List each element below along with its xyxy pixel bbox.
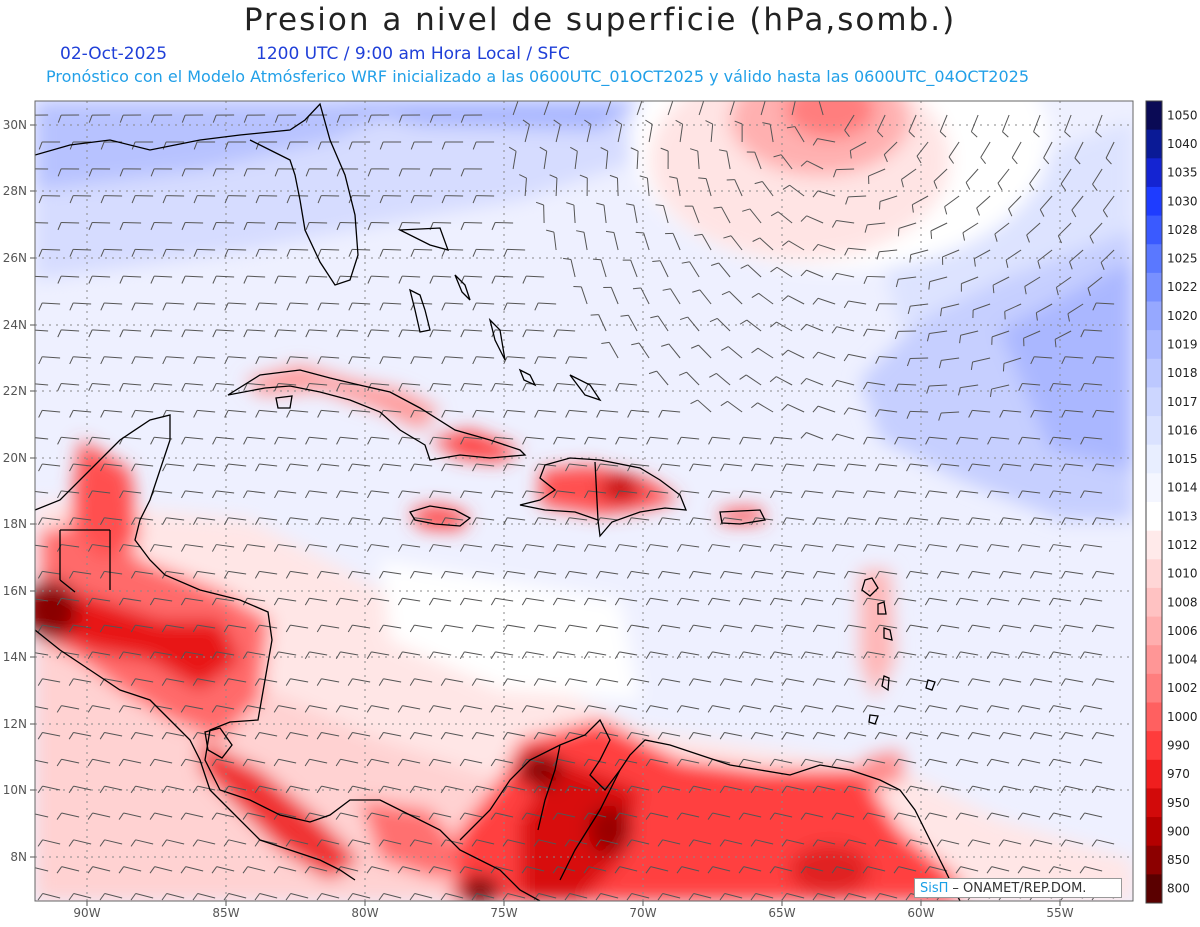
lat-label: 14N: [3, 650, 27, 664]
colorbar-label: 1015: [1167, 452, 1198, 466]
chart-title: Presion a nivel de superficie (hPa,somb.…: [243, 2, 957, 38]
lat-label: 12N: [3, 717, 27, 731]
colorbar-swatch: [1146, 759, 1162, 789]
colorbar-swatch: [1146, 244, 1162, 274]
lat-label: 24N: [3, 318, 27, 332]
colorbar-swatch: [1146, 387, 1162, 417]
colorbar-swatch: [1146, 416, 1162, 446]
colorbar-swatch: [1146, 101, 1162, 131]
coastlines: [35, 102, 961, 901]
colorbar-label: 1013: [1167, 509, 1198, 523]
credit-text: – ONAMET/REP.DOM.: [952, 880, 1087, 896]
colorbar-label: 900: [1167, 824, 1190, 838]
colorbar-swatch: [1146, 616, 1162, 646]
colorbar-swatch: [1146, 817, 1162, 847]
colorbar-swatch: [1146, 502, 1162, 532]
colorbar-swatch: [1146, 587, 1162, 618]
map-frame: [34, 100, 1134, 902]
latitude-labels: 30N 28N 26N 24N 22N 20N 18N 16N 14N 12N 10N 8N: [3, 118, 35, 864]
colorbar-swatch: [1146, 788, 1162, 818]
colorbar-swatch: [1146, 358, 1162, 388]
lon-label: 90W: [73, 906, 100, 920]
longitude-labels: 90W 85W 80W 75W 70W 65W 60W 55W: [73, 901, 1074, 920]
colorbar-label: 1010: [1167, 567, 1198, 581]
lat-label: 26N: [3, 251, 27, 265]
colorbar-label: 1050: [1167, 108, 1198, 122]
colorbar-label: 1018: [1167, 366, 1198, 380]
lat-label: 8N: [10, 850, 27, 864]
colorbar-swatch: [1146, 444, 1162, 474]
lon-label: 70W: [629, 906, 656, 920]
lat-lon-grid: [35, 101, 1133, 901]
lat-label: 18N: [3, 517, 27, 531]
colorbar-swatch: [1146, 731, 1162, 761]
lat-label: 22N: [3, 384, 27, 398]
lon-label: 55W: [1046, 906, 1073, 920]
sispi-logo: SisΠ: [920, 880, 949, 896]
wind-barbs: [35, 101, 1115, 901]
colorbar-label: 990: [1167, 738, 1190, 752]
colorbar-label: 1035: [1167, 166, 1198, 180]
lon-label: 80W: [351, 906, 378, 920]
colorbar-label: 1017: [1167, 395, 1198, 409]
colorbar-swatch: [1146, 215, 1162, 245]
colorbar-label: 1000: [1167, 710, 1198, 724]
colorbar-swatch: [1146, 845, 1162, 875]
colorbar-swatch: [1146, 186, 1162, 217]
colorbar-label: 1030: [1167, 194, 1198, 208]
colorbar-label: 1025: [1167, 252, 1198, 266]
lat-label: 28N: [3, 184, 27, 198]
colorbar-label: 970: [1167, 767, 1190, 781]
colorbar-label: 1014: [1167, 481, 1198, 495]
map-area: [35, 101, 1133, 901]
colorbar-swatch: [1146, 301, 1162, 331]
lon-label: 75W: [490, 906, 517, 920]
colorbar-swatch: [1146, 530, 1162, 560]
lon-label: 85W: [212, 906, 239, 920]
colorbar-swatch: [1146, 473, 1162, 503]
colorbar-label: 1002: [1167, 681, 1198, 695]
colorbar-label: 1028: [1167, 223, 1198, 237]
pressure-colorbar: 1050 1040 1035 1030 1028 1025 1022 1020 1019 1018…: [1145, 100, 1198, 904]
colorbar-label: 850: [1167, 853, 1190, 867]
colorbar-swatch: [1146, 158, 1162, 188]
pressure-shading: [35, 101, 1133, 901]
colorbar-label: 1022: [1167, 280, 1198, 294]
lat-label: 10N: [3, 783, 27, 797]
colorbar-swatch: [1146, 673, 1162, 703]
colorbar-swatch: [1146, 702, 1162, 732]
colorbar-swatch: [1146, 559, 1162, 589]
colorbar-swatch: [1146, 330, 1162, 360]
credit-box: SisΠ – ONAMET/REP.DOM.: [914, 878, 1122, 898]
forecast-date: 02-Oct-2025: [60, 44, 168, 64]
colorbar-label: 1006: [1167, 624, 1198, 638]
colorbar-label: 1004: [1167, 653, 1198, 667]
lat-label: 16N: [3, 584, 27, 598]
colorbar-label: 1008: [1167, 595, 1198, 609]
colorbar-swatch: [1146, 272, 1162, 302]
colorbar-label: 1020: [1167, 309, 1198, 323]
colorbar-label: 1016: [1167, 423, 1198, 437]
lon-label: 60W: [907, 906, 934, 920]
colorbar-swatch: [1146, 874, 1162, 904]
colorbar-label: 1019: [1167, 337, 1198, 351]
forecast-time-info: 1200 UTC / 9:00 am Hora Local / SFC: [256, 44, 570, 64]
colorbar-label: 800: [1167, 882, 1190, 896]
colorbar-label: 1012: [1167, 538, 1198, 552]
lat-label: 30N: [3, 118, 27, 132]
model-info: Pronóstico con el Modelo Atmósferico WRF…: [46, 67, 1030, 86]
colorbar-swatch: [1146, 645, 1162, 675]
colorbar-swatch: [1146, 129, 1162, 159]
lon-label: 65W: [768, 906, 795, 920]
colorbar-label: 950: [1167, 796, 1190, 810]
colorbar-label: 1040: [1167, 137, 1198, 151]
lat-label: 20N: [3, 451, 27, 465]
